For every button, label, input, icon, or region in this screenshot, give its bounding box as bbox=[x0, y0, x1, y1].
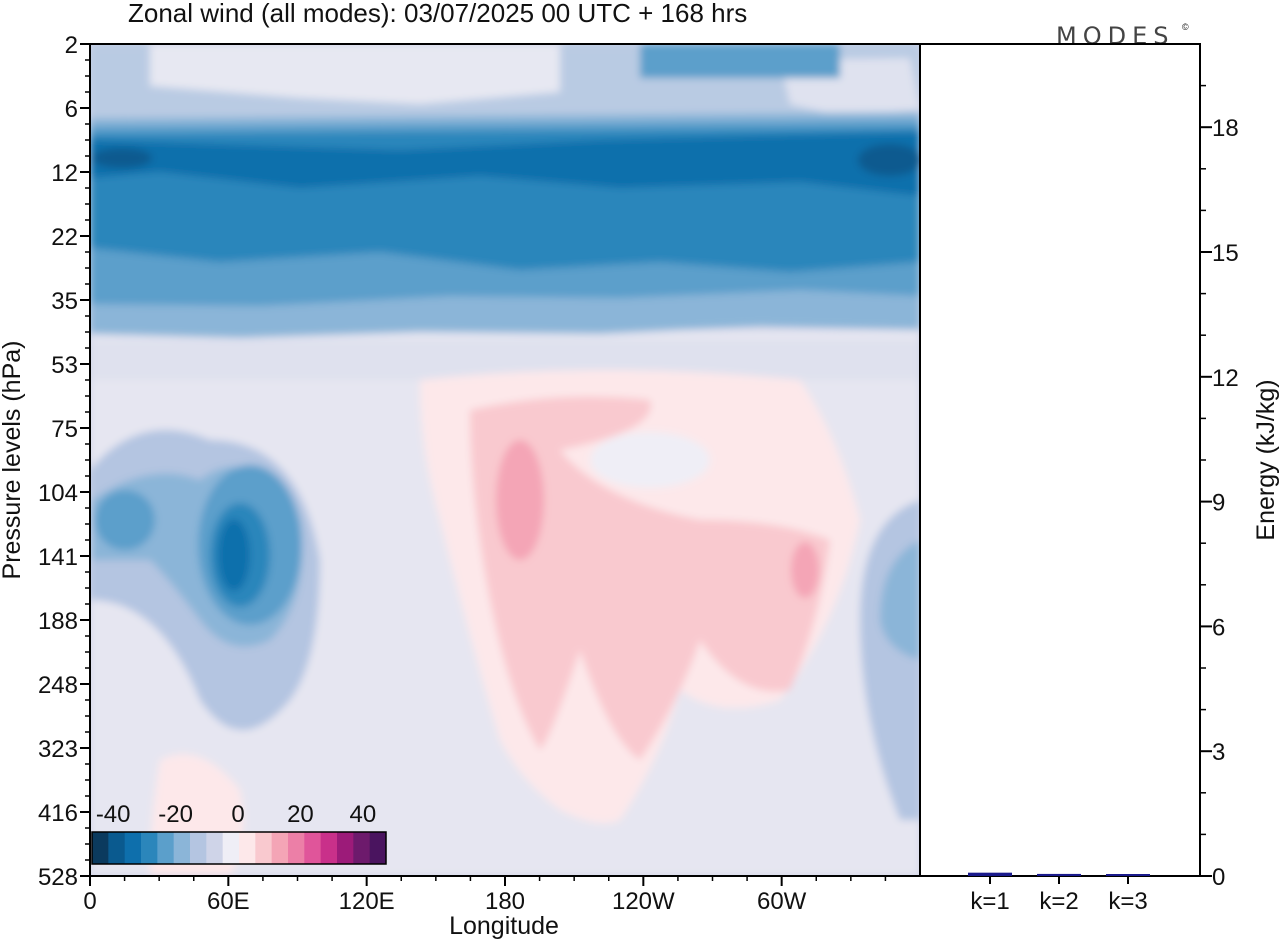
x-tick-label: 180 bbox=[485, 888, 525, 915]
y-tick-label: 323 bbox=[38, 736, 78, 763]
energy-panel-frame bbox=[919, 43, 1201, 877]
y-tick-label: 35 bbox=[51, 288, 78, 315]
colorbar-frame bbox=[91, 831, 387, 865]
region-west-70w-core bbox=[791, 542, 819, 598]
colorbar-swatch bbox=[337, 832, 354, 864]
energy-tick-label: 0 bbox=[1212, 864, 1225, 891]
energy-bar-k=2 bbox=[1037, 873, 1081, 876]
y-tick-label: 53 bbox=[51, 352, 78, 379]
colorbar-swatch bbox=[108, 832, 126, 864]
colorbar-label: 0 bbox=[231, 801, 244, 828]
y-tick-label: 248 bbox=[38, 672, 78, 699]
colorbar-swatch bbox=[124, 832, 142, 864]
energy-category-label: k=2 bbox=[1039, 888, 1078, 915]
energy-category-label: k=3 bbox=[1108, 888, 1147, 915]
chart-title: Zonal wind (all modes): 03/07/2025 00 UT… bbox=[128, 0, 747, 28]
x-axis-label: Longitude bbox=[449, 912, 559, 940]
colorbar-label: 40 bbox=[349, 801, 376, 828]
y-axis-label: Pressure levels (hPa) bbox=[0, 341, 26, 580]
colorbar-label: -20 bbox=[158, 801, 193, 828]
x-tick-label: 120W bbox=[612, 888, 675, 915]
colorbar-label: -40 bbox=[96, 801, 131, 828]
x-tick-label: 60E bbox=[207, 888, 250, 915]
colorbar-swatch bbox=[369, 832, 387, 864]
x-tick-label: 0 bbox=[83, 888, 96, 915]
region-jet-core-east bbox=[858, 144, 920, 176]
region-west-mid bbox=[470, 396, 830, 760]
energy-tick-label: 3 bbox=[1212, 739, 1225, 766]
energy-bar-k=1 bbox=[968, 872, 1012, 876]
colorbar-swatch bbox=[157, 832, 175, 864]
energy-axis: 0 3 6 9 12 15 18 bbox=[1200, 84, 1239, 891]
colorbar-swatch bbox=[320, 832, 338, 864]
region-top-blue bbox=[640, 44, 840, 78]
energy-axis-label: Energy (kJ/kg) bbox=[1252, 379, 1280, 540]
y-tick-label: 2 bbox=[65, 32, 78, 59]
region-east-far-east-core bbox=[880, 540, 920, 660]
colorbar-swatch bbox=[353, 832, 371, 864]
colorbar-swatch bbox=[255, 832, 273, 864]
y-tick-label: 104 bbox=[38, 480, 78, 507]
y-tick-label: 528 bbox=[38, 864, 78, 891]
region-east-west-blob bbox=[95, 490, 155, 550]
energy-category-label: k=1 bbox=[970, 888, 1009, 915]
colorbar-swatch bbox=[271, 832, 289, 864]
y-tick-label: 12 bbox=[51, 160, 78, 187]
colorbar: -40 -20 0 20 40 bbox=[91, 801, 387, 865]
y-tick-label: 416 bbox=[38, 800, 78, 827]
x-tick-label: 120E bbox=[339, 888, 395, 915]
colorbar-swatch bbox=[141, 832, 158, 864]
colorbar-swatch bbox=[190, 832, 207, 864]
y-tick-label: 75 bbox=[51, 416, 78, 443]
colorbar-swatch bbox=[222, 832, 240, 864]
y-tick-label: 22 bbox=[51, 224, 78, 251]
colorbar-swatch bbox=[304, 832, 322, 864]
energy-bar-k=3 bbox=[1106, 874, 1150, 876]
region-jet-core bbox=[90, 132, 920, 196]
colorbar-swatch bbox=[239, 832, 256, 864]
energy-bar-chart: k=1 k=2 k=3 bbox=[968, 872, 1150, 915]
region-pale-top bbox=[150, 44, 560, 104]
colorbar-swatch bbox=[173, 832, 191, 864]
y-tick-label: 188 bbox=[38, 608, 78, 635]
energy-tick-label: 12 bbox=[1212, 365, 1239, 392]
colorbar-swatch bbox=[92, 832, 109, 864]
y-tick-label: 141 bbox=[38, 544, 78, 571]
zonal-wind-heatmap bbox=[90, 44, 920, 876]
region-east-60e-max bbox=[218, 519, 250, 591]
colorbar-swatch bbox=[206, 832, 224, 864]
x-tick-label: 60W bbox=[757, 888, 807, 915]
logo-copyright-mark: © bbox=[1182, 22, 1189, 32]
energy-tick-label: 9 bbox=[1212, 490, 1225, 517]
region-jet-core-west bbox=[92, 148, 152, 168]
y-tick-label: 6 bbox=[65, 96, 78, 123]
energy-tick-label: 6 bbox=[1212, 614, 1225, 641]
region-west-dateline-core bbox=[496, 440, 544, 560]
energy-tick-label: 15 bbox=[1212, 240, 1239, 267]
colorbar-swatch bbox=[288, 832, 305, 864]
longitude-axis: 0 60E 120E 180 120W 60W bbox=[83, 876, 887, 915]
energy-tick-label: 18 bbox=[1212, 115, 1239, 142]
colorbar-label: 20 bbox=[287, 801, 314, 828]
pressure-axis: 2 6 12 22 35 53 75 104 141 188 248 323 416 528 bbox=[38, 32, 90, 891]
region-pale-mid-pacific bbox=[590, 432, 710, 488]
